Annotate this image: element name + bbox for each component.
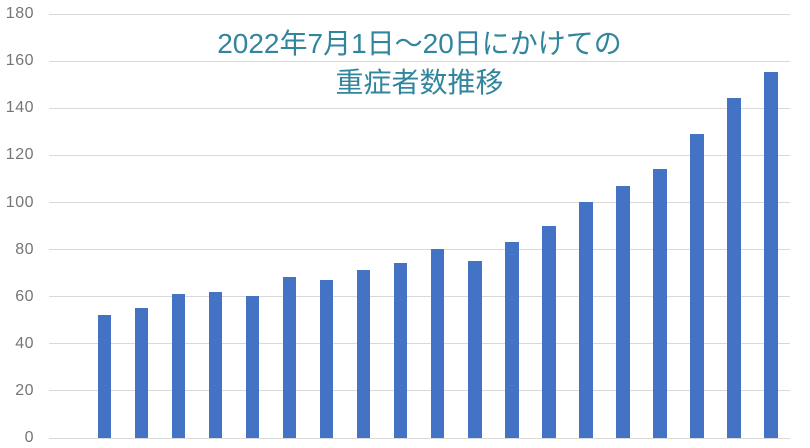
- gridline: [49, 13, 790, 15]
- gridline: [49, 390, 790, 392]
- chart-title-line-1: 2022年7月1日～20日にかけての: [217, 28, 622, 59]
- gridline: [49, 437, 790, 439]
- bar: [245, 296, 260, 438]
- gridline: [49, 296, 790, 298]
- bar: [393, 263, 408, 438]
- bar: [97, 315, 111, 438]
- gridline: [49, 343, 790, 345]
- gridline: [49, 60, 790, 62]
- gridline: [49, 154, 790, 156]
- gridline: [49, 107, 790, 109]
- bar: [764, 72, 778, 438]
- bar: [282, 277, 297, 438]
- bar: [208, 291, 223, 438]
- bar: [134, 307, 149, 438]
- y-axis-tick-label: 40: [15, 334, 34, 352]
- bar: [171, 293, 186, 438]
- y-axis-tick-label: 120: [5, 146, 34, 164]
- y-axis-tick-label: 20: [15, 381, 34, 399]
- bar: [542, 225, 556, 438]
- chart-title-line-2: 重症者数推移: [335, 67, 504, 98]
- bar: [356, 270, 371, 438]
- bar: [468, 260, 482, 438]
- bar: [653, 169, 667, 438]
- bar: [727, 98, 741, 438]
- y-axis-tick-label: 180: [5, 5, 34, 23]
- y-axis-tick-label: 80: [15, 240, 34, 258]
- y-axis-tick-label: 100: [5, 193, 34, 211]
- y-axis-tick-label: 60: [15, 287, 34, 305]
- bar: [579, 202, 593, 438]
- bar: [319, 279, 334, 438]
- gridline: [49, 249, 790, 251]
- bar: [505, 242, 519, 438]
- bar: [690, 133, 704, 438]
- bar: [430, 249, 445, 438]
- y-axis-tick-label: 160: [5, 52, 34, 70]
- chart-title: 2022年7月1日～20日にかけての 重症者数推移: [49, 24, 790, 102]
- bar: [616, 185, 630, 438]
- y-axis-tick-label: 0: [24, 429, 34, 446]
- gridline: [49, 202, 790, 203]
- y-axis-tick-label: 140: [5, 99, 34, 117]
